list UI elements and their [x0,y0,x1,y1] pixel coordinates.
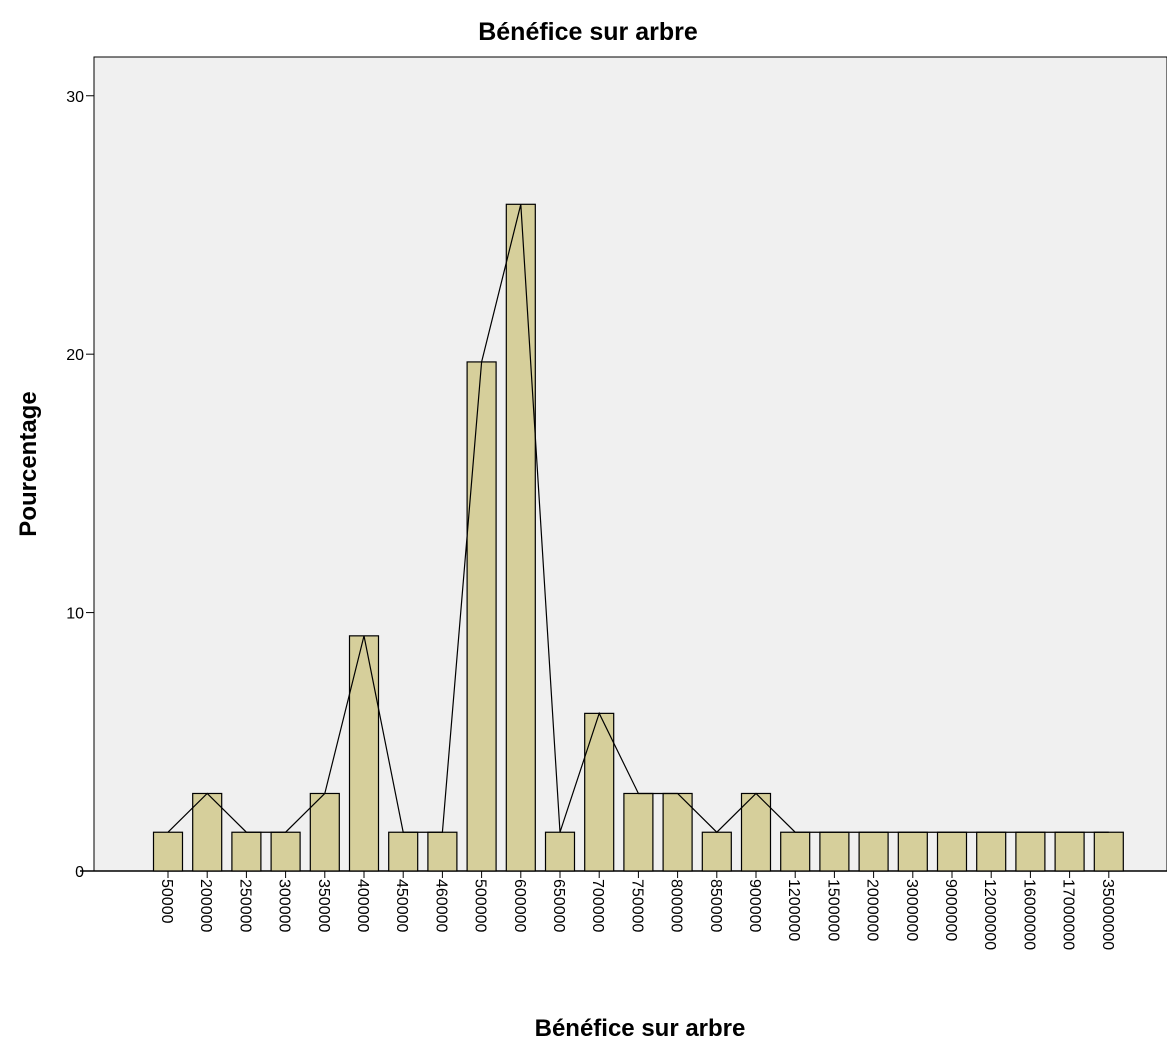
y-tick-label: 10 [66,606,84,623]
bar [936,831,968,872]
x-tick-label: 400000 [354,879,371,932]
bar [780,831,811,872]
x-tick-label: 800000 [668,879,685,932]
x-tick-label: 600000 [511,879,528,932]
x-tick-label: 460000 [432,879,449,932]
bar [544,831,576,872]
y-tick-label: 20 [66,347,84,364]
bar [819,831,850,872]
y-tick-label: 0 [75,864,84,881]
x-tick-label: 16000000 [1020,879,1037,950]
x-tick-label: 2000000 [864,879,881,941]
bar [152,831,184,872]
x-tick-label: 250000 [236,879,253,932]
chart-title: Bénéfice sur arbre [478,18,698,46]
x-tick-label: 900000 [746,879,763,932]
x-axis-title: Bénéfice sur arbre [535,1015,746,1039]
bar [1093,831,1124,872]
bar [1054,831,1085,872]
x-tick-label: 35000000 [1099,879,1116,950]
bar [309,792,340,872]
x-tick-label: 500000 [472,879,489,932]
plot-area [93,56,1167,872]
y-axis-title: Pourcentage [15,391,42,536]
bar [662,792,693,872]
x-tick-label: 12000000 [981,879,998,950]
x-tick-label: 1200000 [785,879,802,941]
x-tick-label: 700000 [589,879,606,932]
bar [505,203,536,872]
x-tick-label: 650000 [550,879,567,932]
bar [466,361,497,872]
bar [1015,831,1046,872]
x-tick-label: 17000000 [1060,879,1077,950]
bar [623,792,654,872]
x-tick-label: 350000 [315,879,332,932]
x-axis-tick-labels: 50000 200000 250000 300000 350000 400000 45000… [158,871,1116,950]
x-tick-label: 200000 [197,879,214,932]
x-tick-label: 9000000 [942,879,959,941]
bar [976,831,1007,872]
bar [427,831,458,872]
bar [388,831,419,872]
frequency-polygon-line [167,204,1109,834]
x-tick-label: 450000 [393,879,410,932]
bar [701,831,732,872]
bar [348,635,380,872]
x-tick-label: 850000 [707,879,724,932]
x-tick-label: 50000 [158,879,175,924]
bar [270,831,301,872]
x-tick-label: 1500000 [824,879,841,941]
x-tick-label: 300000 [276,879,293,932]
bar [858,831,889,872]
y-axis-ticks: 0 10 20 30 [66,89,94,881]
bar [231,831,262,872]
x-tick-label: 3000000 [903,879,920,941]
y-tick-label: 30 [66,89,84,106]
x-tick-label: 750000 [628,879,645,932]
bars [152,203,1124,872]
bar [192,792,223,872]
bar [740,792,772,872]
bar [897,831,928,872]
bar [584,712,615,872]
